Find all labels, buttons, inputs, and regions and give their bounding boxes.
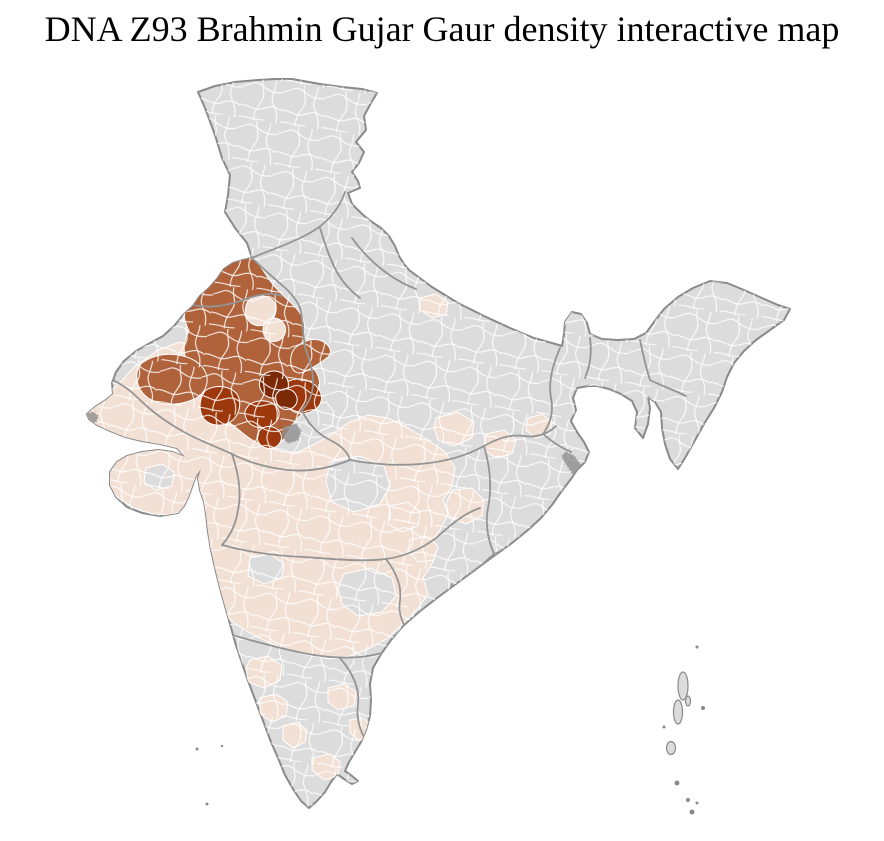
island-andaman-spur[interactable] [684, 695, 692, 707]
state-border-punjab-himachal [319, 227, 361, 299]
state-border-mp-maharashtra [221, 507, 481, 562]
state-border-rajasthan-up-mp [301, 409, 351, 461]
islands-layer [195, 645, 705, 815]
island-lakshadweep-1[interactable] [195, 747, 199, 751]
speckle-yamuna-ravines [281, 423, 302, 444]
state-border-gujarat-mp [221, 453, 241, 546]
island-lakshadweep-3[interactable] [205, 802, 209, 806]
island-andaman-dot-2[interactable] [701, 706, 705, 710]
speckle-rann-of-kutch-tip [87, 411, 99, 425]
island-nicobar-3[interactable] [695, 801, 699, 805]
island-andaman-dot-1[interactable] [695, 645, 699, 649]
state-border-jammu-kashmir-south [251, 191, 346, 259]
state-border-karnataka-tn [339, 657, 369, 745]
state-border-rajasthan-gujarat [112, 379, 351, 472]
map-title: DNA Z93 Brahmin Gujar Gaur density inter… [44, 9, 840, 49]
state-border-bihar-jharkhand [542, 433, 572, 453]
island-lakshadweep-2[interactable] [220, 744, 224, 748]
state-border-haryana-up [299, 307, 315, 411]
island-andaman-dot-3[interactable] [662, 725, 666, 729]
state-border-wb-corridor-assam [584, 337, 592, 379]
island-andaman-middle[interactable] [672, 699, 684, 725]
state-border-up-bihar [542, 347, 561, 435]
state-border-punjab-haryana [251, 257, 301, 309]
island-nicobar-2[interactable] [686, 798, 690, 802]
island-nicobar-4[interactable] [689, 809, 695, 815]
state-border-himachal-uttarakhand [351, 237, 417, 290]
island-andaman-north[interactable] [677, 671, 689, 701]
region-mumbai[interactable] [194, 533, 211, 550]
state-border-rajasthan-punjab [192, 292, 283, 308]
island-nicobar-1[interactable] [674, 780, 680, 786]
state-border-assam-meghalaya [639, 339, 687, 397]
island-andaman-little[interactable] [665, 740, 677, 756]
